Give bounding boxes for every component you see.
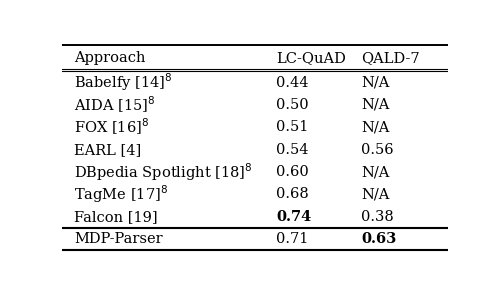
Text: 0.74: 0.74 [276,210,312,224]
Text: Falcon [19]: Falcon [19] [74,210,157,224]
Text: N/A: N/A [362,187,390,201]
Text: 0.68: 0.68 [276,187,309,201]
Text: 0.44: 0.44 [276,75,309,89]
Text: 0.63: 0.63 [362,232,396,246]
Text: 0.60: 0.60 [276,165,309,179]
Text: 0.50: 0.50 [276,98,309,112]
Text: Babelfy [14]$^{8}$: Babelfy [14]$^{8}$ [74,72,172,93]
Text: 0.71: 0.71 [276,232,309,246]
Text: MDP-Parser: MDP-Parser [74,232,162,246]
Text: TagMe [17]$^{8}$: TagMe [17]$^{8}$ [74,184,168,205]
Text: N/A: N/A [362,120,390,134]
Text: N/A: N/A [362,75,390,89]
Text: LC-QuAD: LC-QuAD [276,51,346,65]
Text: N/A: N/A [362,165,390,179]
Text: 0.54: 0.54 [276,143,309,157]
Text: QALD-7: QALD-7 [362,51,420,65]
Text: DBpedia Spotlight [18]$^{8}$: DBpedia Spotlight [18]$^{8}$ [74,161,252,183]
Text: 0.51: 0.51 [276,120,309,134]
Text: Approach: Approach [74,51,145,65]
Text: AIDA [15]$^{8}$: AIDA [15]$^{8}$ [74,95,155,115]
Text: 0.38: 0.38 [362,210,394,224]
Text: 0.56: 0.56 [362,143,394,157]
Text: EARL [4]: EARL [4] [74,143,141,157]
Text: FOX [16]$^{8}$: FOX [16]$^{8}$ [74,117,149,137]
Text: N/A: N/A [362,98,390,112]
